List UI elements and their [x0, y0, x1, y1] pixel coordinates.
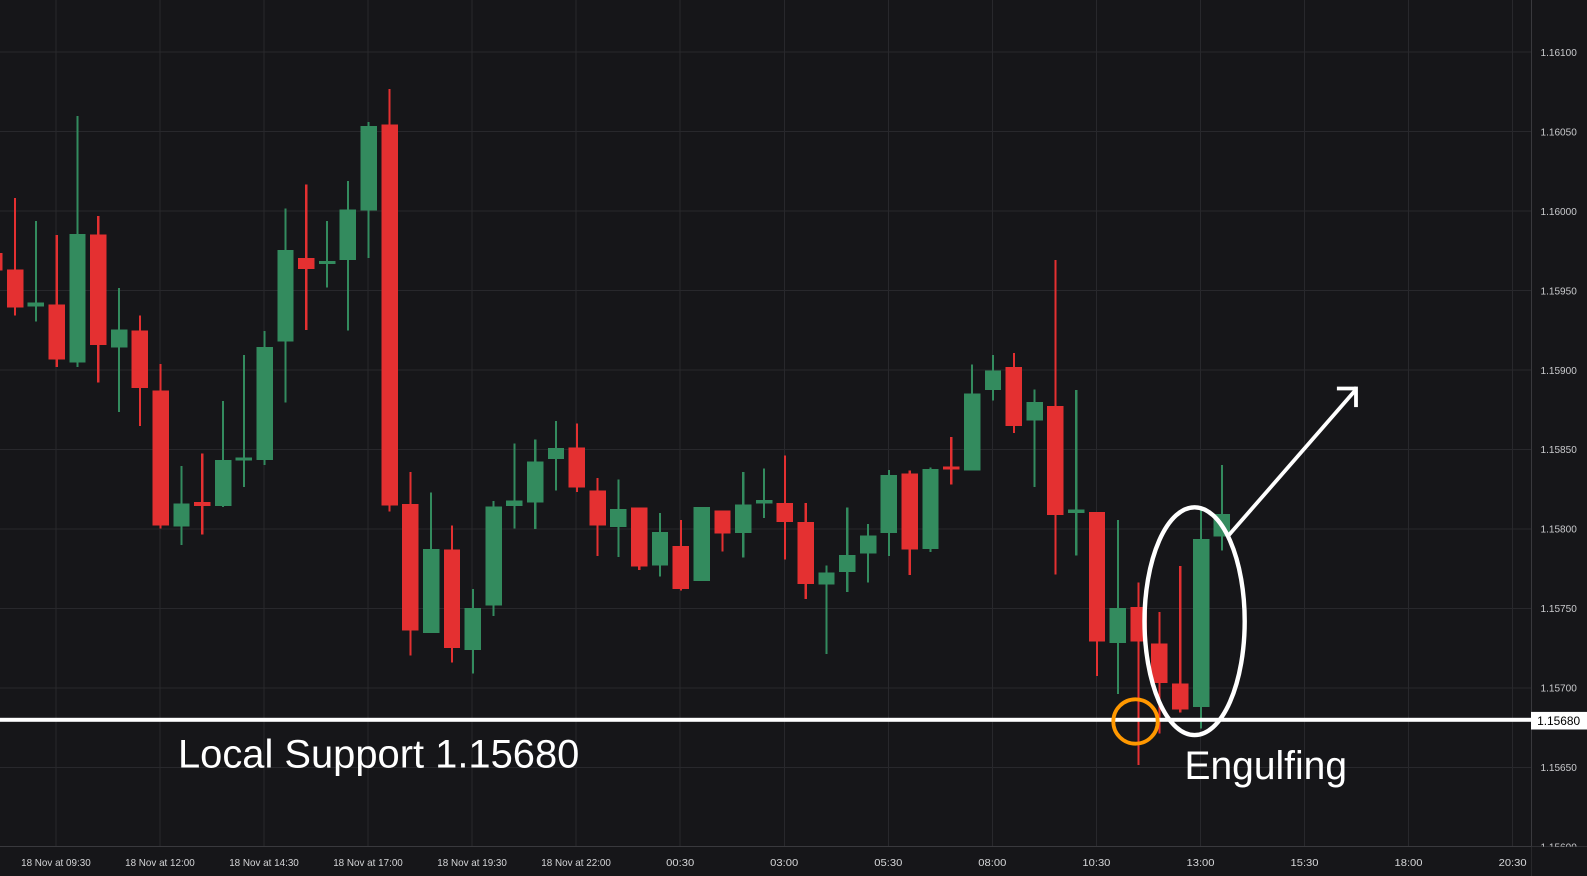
svg-text:15:30: 15:30	[1291, 857, 1319, 869]
svg-text:03:00: 03:00	[770, 857, 798, 869]
svg-text:05:30: 05:30	[874, 857, 902, 869]
svg-text:1.15950: 1.15950	[1541, 285, 1577, 297]
svg-text:00:30: 00:30	[666, 857, 694, 869]
svg-text:1.15750: 1.15750	[1541, 603, 1577, 615]
svg-text:1.15650: 1.15650	[1541, 762, 1577, 774]
svg-text:1.15800: 1.15800	[1541, 524, 1577, 536]
svg-text:1.15700: 1.15700	[1541, 683, 1577, 695]
svg-text:1.15680: 1.15680	[1537, 714, 1580, 728]
svg-text:18 Nov at 19:30: 18 Nov at 19:30	[437, 857, 507, 869]
svg-text:Engulfing: Engulfing	[1185, 744, 1348, 788]
svg-text:20:30: 20:30	[1499, 857, 1527, 869]
svg-text:18 Nov at 12:00: 18 Nov at 12:00	[125, 857, 195, 869]
svg-text:18:00: 18:00	[1395, 857, 1423, 869]
svg-text:18 Nov at 09:30: 18 Nov at 09:30	[21, 857, 91, 869]
svg-text:13:00: 13:00	[1187, 857, 1215, 869]
svg-text:1.16100: 1.16100	[1541, 47, 1577, 59]
svg-text:Local Support 1.15680: Local Support 1.15680	[178, 732, 579, 776]
svg-text:1.15900: 1.15900	[1541, 365, 1577, 377]
svg-text:1.16050: 1.16050	[1541, 126, 1577, 138]
svg-text:08:00: 08:00	[978, 857, 1006, 869]
svg-text:18 Nov at 17:00: 18 Nov at 17:00	[333, 857, 403, 869]
svg-text:10:30: 10:30	[1082, 857, 1110, 869]
svg-text:1.16000: 1.16000	[1541, 206, 1577, 218]
svg-text:18 Nov at 14:30: 18 Nov at 14:30	[229, 857, 299, 869]
svg-text:18 Nov at 22:00: 18 Nov at 22:00	[541, 857, 611, 869]
svg-text:1.15850: 1.15850	[1541, 444, 1577, 456]
